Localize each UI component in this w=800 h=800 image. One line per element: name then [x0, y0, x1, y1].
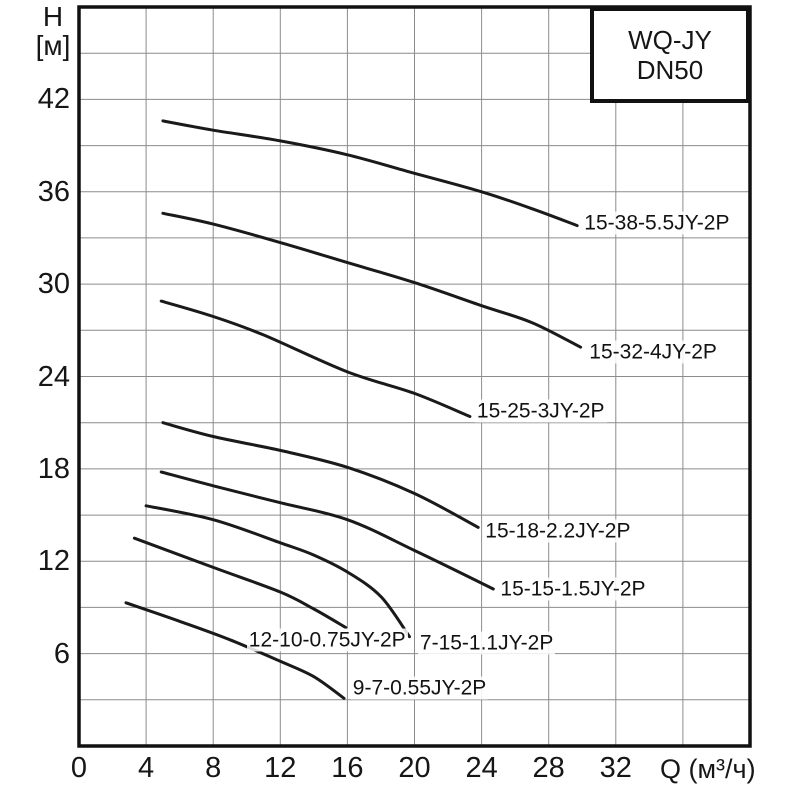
curve-label-7-15-1.1JY-2P: 7-15-1.1JY-2P — [417, 631, 556, 655]
legend-box: WQ-JY DN50 — [590, 7, 750, 103]
curve-label-15-38-5.5JY-2P: 15-38-5.5JY-2P — [582, 211, 732, 234]
y-tick-label-30: 30 — [37, 268, 70, 301]
x-tick-label-28: 28 — [532, 752, 565, 784]
x-tick-label-16: 16 — [331, 752, 364, 784]
curve-15-32-4JY-2P — [161, 211, 583, 349]
y-axis-unit: [м] — [35, 30, 71, 61]
curve-15-25-3JY-2P — [159, 299, 472, 418]
curve-7-15-1.1JY-2P — [144, 504, 411, 639]
y-tick-label-24: 24 — [37, 360, 70, 393]
curve-label-12-10-0.75JY-2P: 12-10-0.75JY-2P — [246, 628, 408, 652]
x-axis-title: Q (м³/ч) — [660, 754, 756, 784]
y-axis-symbol: H — [42, 1, 64, 32]
x-tick-label-8: 8 — [205, 752, 222, 784]
y-tick-label-12: 12 — [37, 545, 70, 578]
y-tick-label-36: 36 — [37, 175, 70, 208]
y-axis-title: H [м] — [30, 2, 76, 60]
x-tick-label-4: 4 — [138, 752, 155, 784]
y-tick-label-42: 42 — [37, 83, 70, 116]
x-tick-label-12: 12 — [264, 752, 297, 784]
legend-line-2: DN50 — [636, 55, 704, 85]
curve-15-15-1.5JY-2P — [159, 470, 495, 591]
plot-border — [77, 5, 752, 748]
curve-label-15-15-1.5JY-2P: 15-15-1.5JY-2P — [498, 577, 648, 601]
x-tick-label-24: 24 — [465, 752, 498, 784]
y-tick-label-18: 18 — [37, 452, 70, 485]
x-tick-label-32: 32 — [599, 752, 632, 784]
curve-label-15-32-4JY-2P: 15-32-4JY-2P — [587, 340, 719, 364]
curve-15-38-5.5JY-2P — [161, 119, 579, 228]
curve-12-10-0.75JY-2P — [132, 536, 348, 629]
x-tick-label-20: 20 — [398, 752, 431, 784]
y-tick-label-6: 6 — [53, 637, 70, 670]
x-tick-label-0: 0 — [70, 752, 88, 784]
curve-label-15-25-3JY-2P: 15-25-3JY-2P — [474, 399, 607, 423]
curve-15-18-2.2JY-2P — [161, 421, 480, 529]
legend-line-1: WQ-JY — [628, 25, 712, 55]
curve-label-15-18-2.2JY-2P: 15-18-2.2JY-2P — [483, 519, 633, 542]
curve-label-9-7-0.55JY-2P: 9-7-0.55JY-2P — [350, 676, 489, 699]
